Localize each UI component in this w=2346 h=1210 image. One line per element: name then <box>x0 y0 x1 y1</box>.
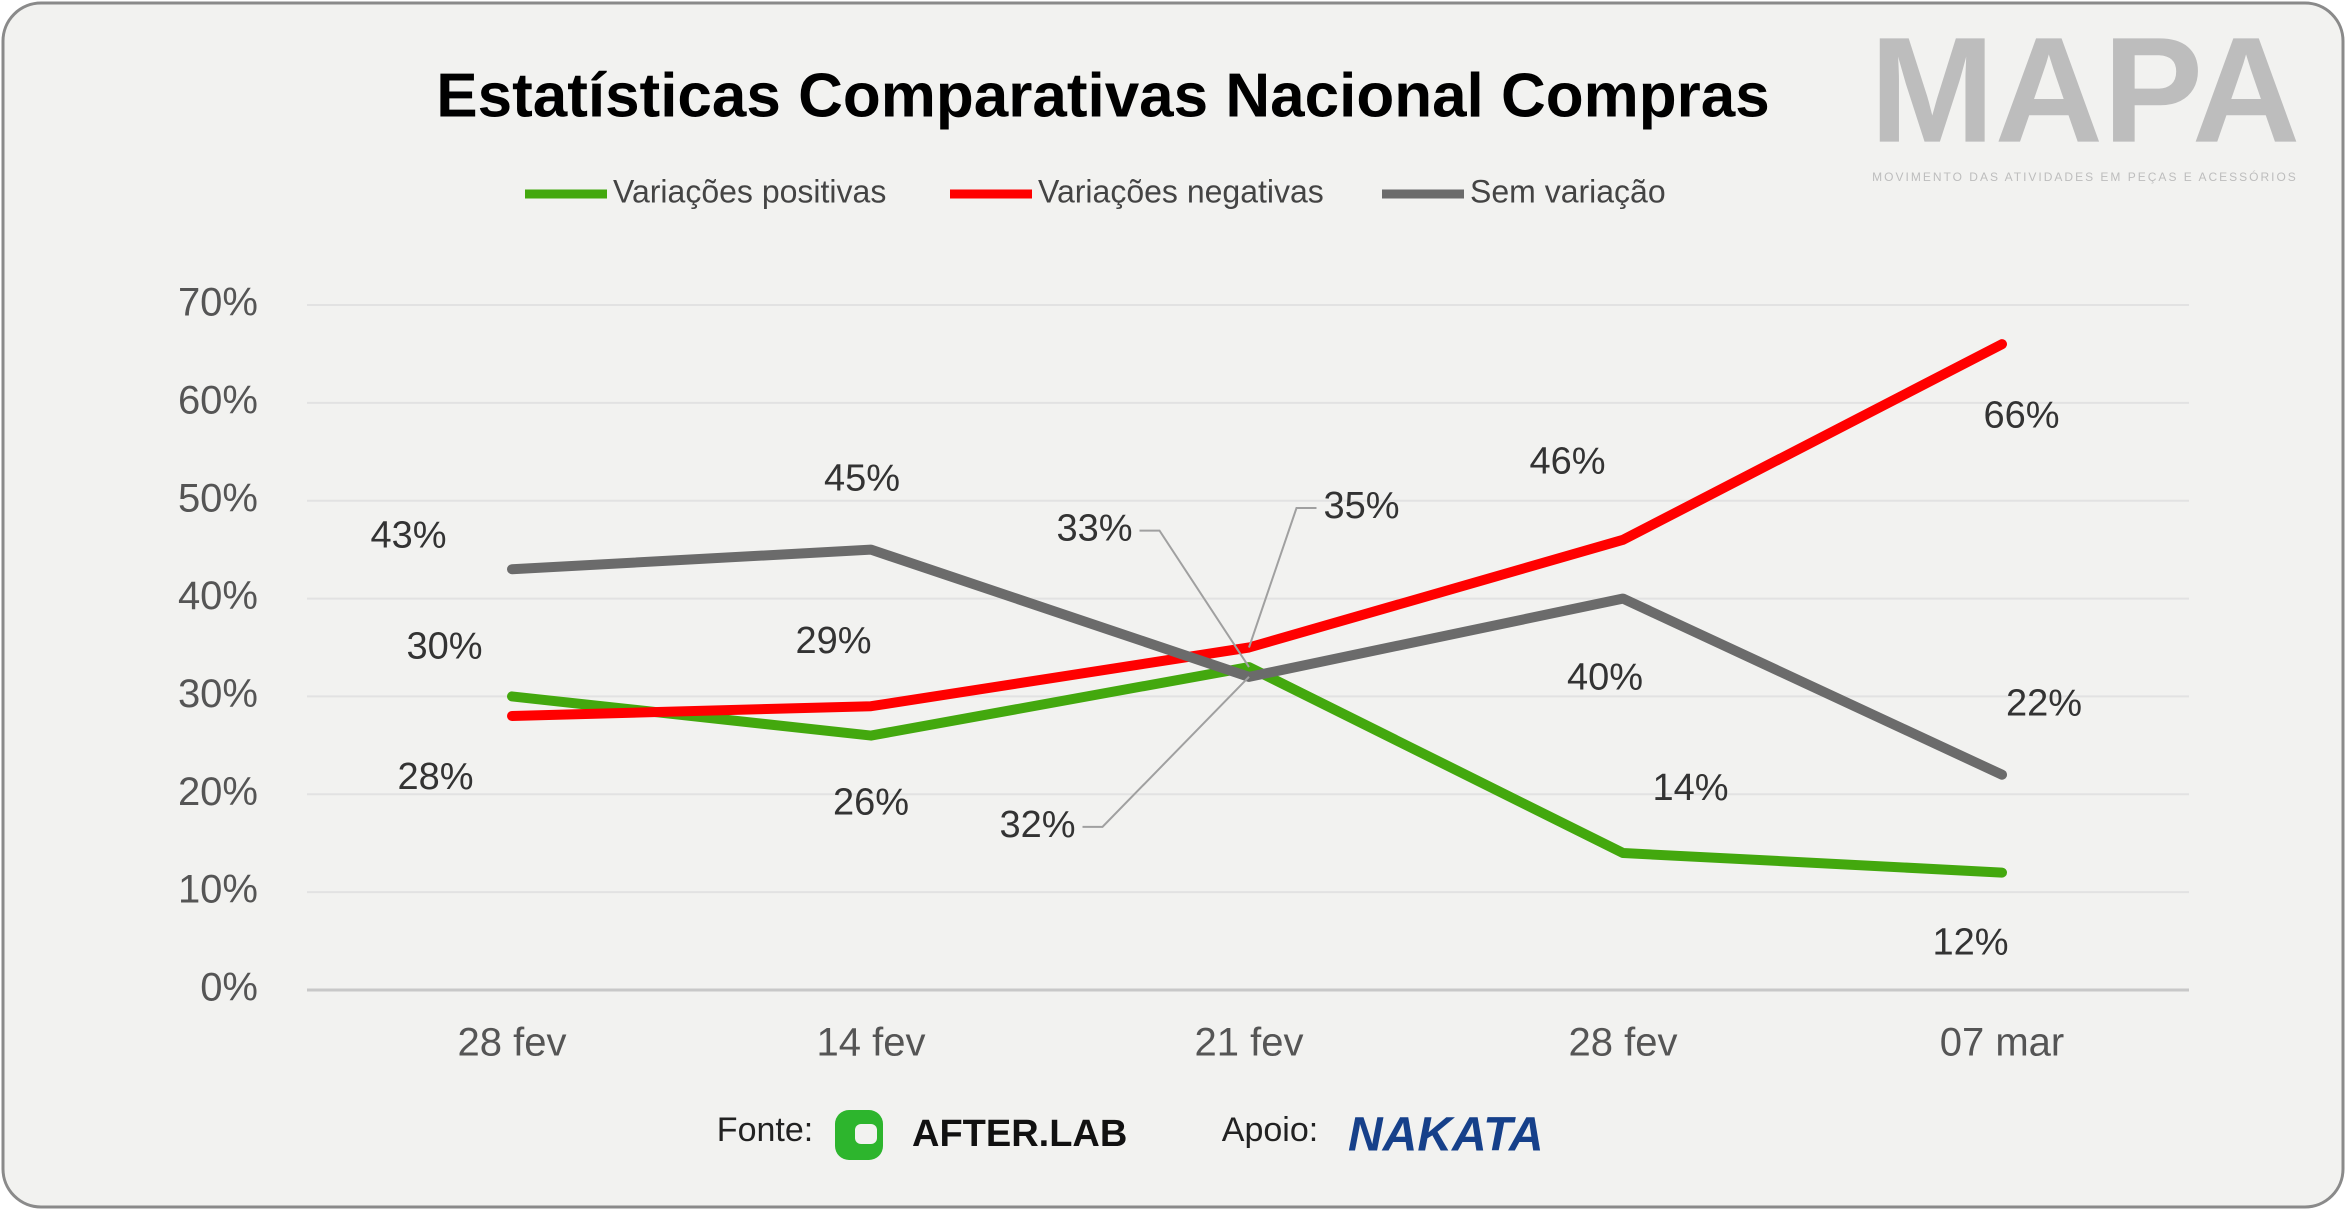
logo-tagline: MOVIMENTO DAS ATIVIDADES EM PEÇAS E ACES… <box>1872 169 2298 184</box>
data-label: 33% <box>1056 508 1132 550</box>
leader-line <box>1248 507 1317 648</box>
data-label: 29% <box>795 620 871 662</box>
data-label: 28% <box>397 756 473 798</box>
data-label: 40% <box>1567 657 1643 699</box>
y-tick-label: 50% <box>178 476 258 520</box>
x-tick-label: 14 fev <box>817 1021 926 1065</box>
data-label: 45% <box>824 458 900 500</box>
x-tick-label: 21 fev <box>1195 1021 1304 1065</box>
y-tick-label: 20% <box>178 770 258 814</box>
y-tick-label: 40% <box>178 574 258 618</box>
chart-title: Estatísticas Comparativas Nacional Compr… <box>436 61 1770 130</box>
data-label: 14% <box>1652 767 1728 809</box>
data-label: 30% <box>406 625 482 667</box>
data-label: 35% <box>1323 485 1399 527</box>
data-label: 26% <box>833 782 909 824</box>
leader-line <box>1082 676 1250 828</box>
data-label: 32% <box>999 804 1075 846</box>
leader-line <box>1139 529 1250 668</box>
y-tick-label: 30% <box>178 672 258 716</box>
afterlab-icon-cut <box>855 1124 877 1144</box>
legend-label: Variações negativas <box>1038 173 1324 209</box>
footer: Fonte: AFTER.LAB Apoio: NAKATA <box>717 1109 1544 1162</box>
data-label: 66% <box>1983 395 2059 437</box>
data-label: 43% <box>370 515 446 557</box>
x-tick-label: 28 fev <box>458 1021 567 1065</box>
data-label: 22% <box>2006 683 2082 725</box>
y-tick-label: 10% <box>178 868 258 912</box>
y-tick-label: 60% <box>178 378 258 422</box>
data-label: 46% <box>1529 440 1605 482</box>
y-tick-label: 70% <box>178 281 258 325</box>
source-label: Fonte: <box>717 1111 813 1149</box>
x-tick-label: 07 mar <box>1940 1021 2065 1065</box>
legend-label: Variações positivas <box>613 173 886 209</box>
x-tick-label: 28 fev <box>1569 1021 1678 1065</box>
y-tick-label: 0% <box>200 966 258 1010</box>
data-label: 12% <box>1932 922 2008 964</box>
support-label: Apoio: <box>1222 1111 1318 1149</box>
legend-label: Sem variação <box>1470 173 1666 209</box>
support: NAKATA <box>1348 1109 1544 1162</box>
source: AFTER.LAB <box>912 1113 1127 1155</box>
logo: MAPA <box>1870 6 2301 174</box>
